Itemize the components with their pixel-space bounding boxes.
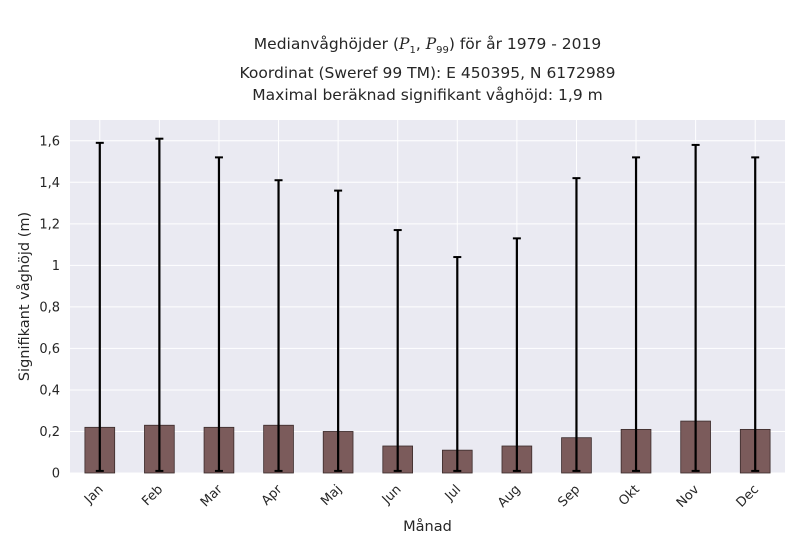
y-tick-label: 0,6 — [39, 342, 60, 357]
y-tick-label: 0,4 — [39, 383, 60, 398]
x-tick-label: Apr — [259, 482, 286, 509]
x-tick-label: Jun — [379, 482, 405, 508]
y-tick-label: 1,2 — [39, 217, 60, 232]
chart-title: Medianvåghöjder (P1, P99) för år 1979 - … — [70, 33, 785, 106]
y-axis-label: Signifikant våghöjd (m) — [16, 212, 33, 381]
y-tick-label: 1 — [52, 259, 60, 274]
x-tick-label: Okt — [616, 482, 643, 509]
x-axis-label: Månad — [403, 518, 452, 535]
y-tick-label: 1,4 — [39, 176, 60, 191]
y-tick-label: 0,8 — [39, 300, 60, 315]
y-tick-label: 0 — [52, 467, 60, 482]
title-line-2: Koordinat (Sweref 99 TM): E 450395, N 61… — [239, 64, 616, 83]
x-tick-label: Aug — [495, 482, 524, 511]
title-line-3: Maximal beräknad signifikant våghöjd: 1,… — [252, 86, 603, 105]
y-ticks: 0 0,2 0,4 0,6 0,8 1 1,2 1,4 1,6 — [39, 134, 60, 481]
x-tick-label: Jul — [442, 482, 464, 504]
error-bars — [95, 137, 760, 472]
x-ticks: Jan Feb Mar Apr Maj Jun Jul Aug Sep Okt Nov Dec — [81, 482, 762, 511]
y-tick-label: 1,6 — [39, 134, 60, 149]
plot-area — [70, 120, 785, 473]
title-line-1: Medianvåghöjder (P1, P99) för år 1979 - … — [253, 35, 602, 57]
x-tick-label: Feb — [139, 482, 166, 509]
x-tick-label: Dec — [734, 482, 762, 510]
y-tick-label: 0,2 — [39, 425, 60, 440]
x-tick-label: Maj — [318, 482, 345, 509]
x-tick-label: Jan — [81, 482, 106, 507]
x-tick-label: Mar — [198, 482, 226, 510]
x-tick-label: Nov — [674, 482, 703, 511]
x-tick-label: Sep — [555, 482, 583, 510]
